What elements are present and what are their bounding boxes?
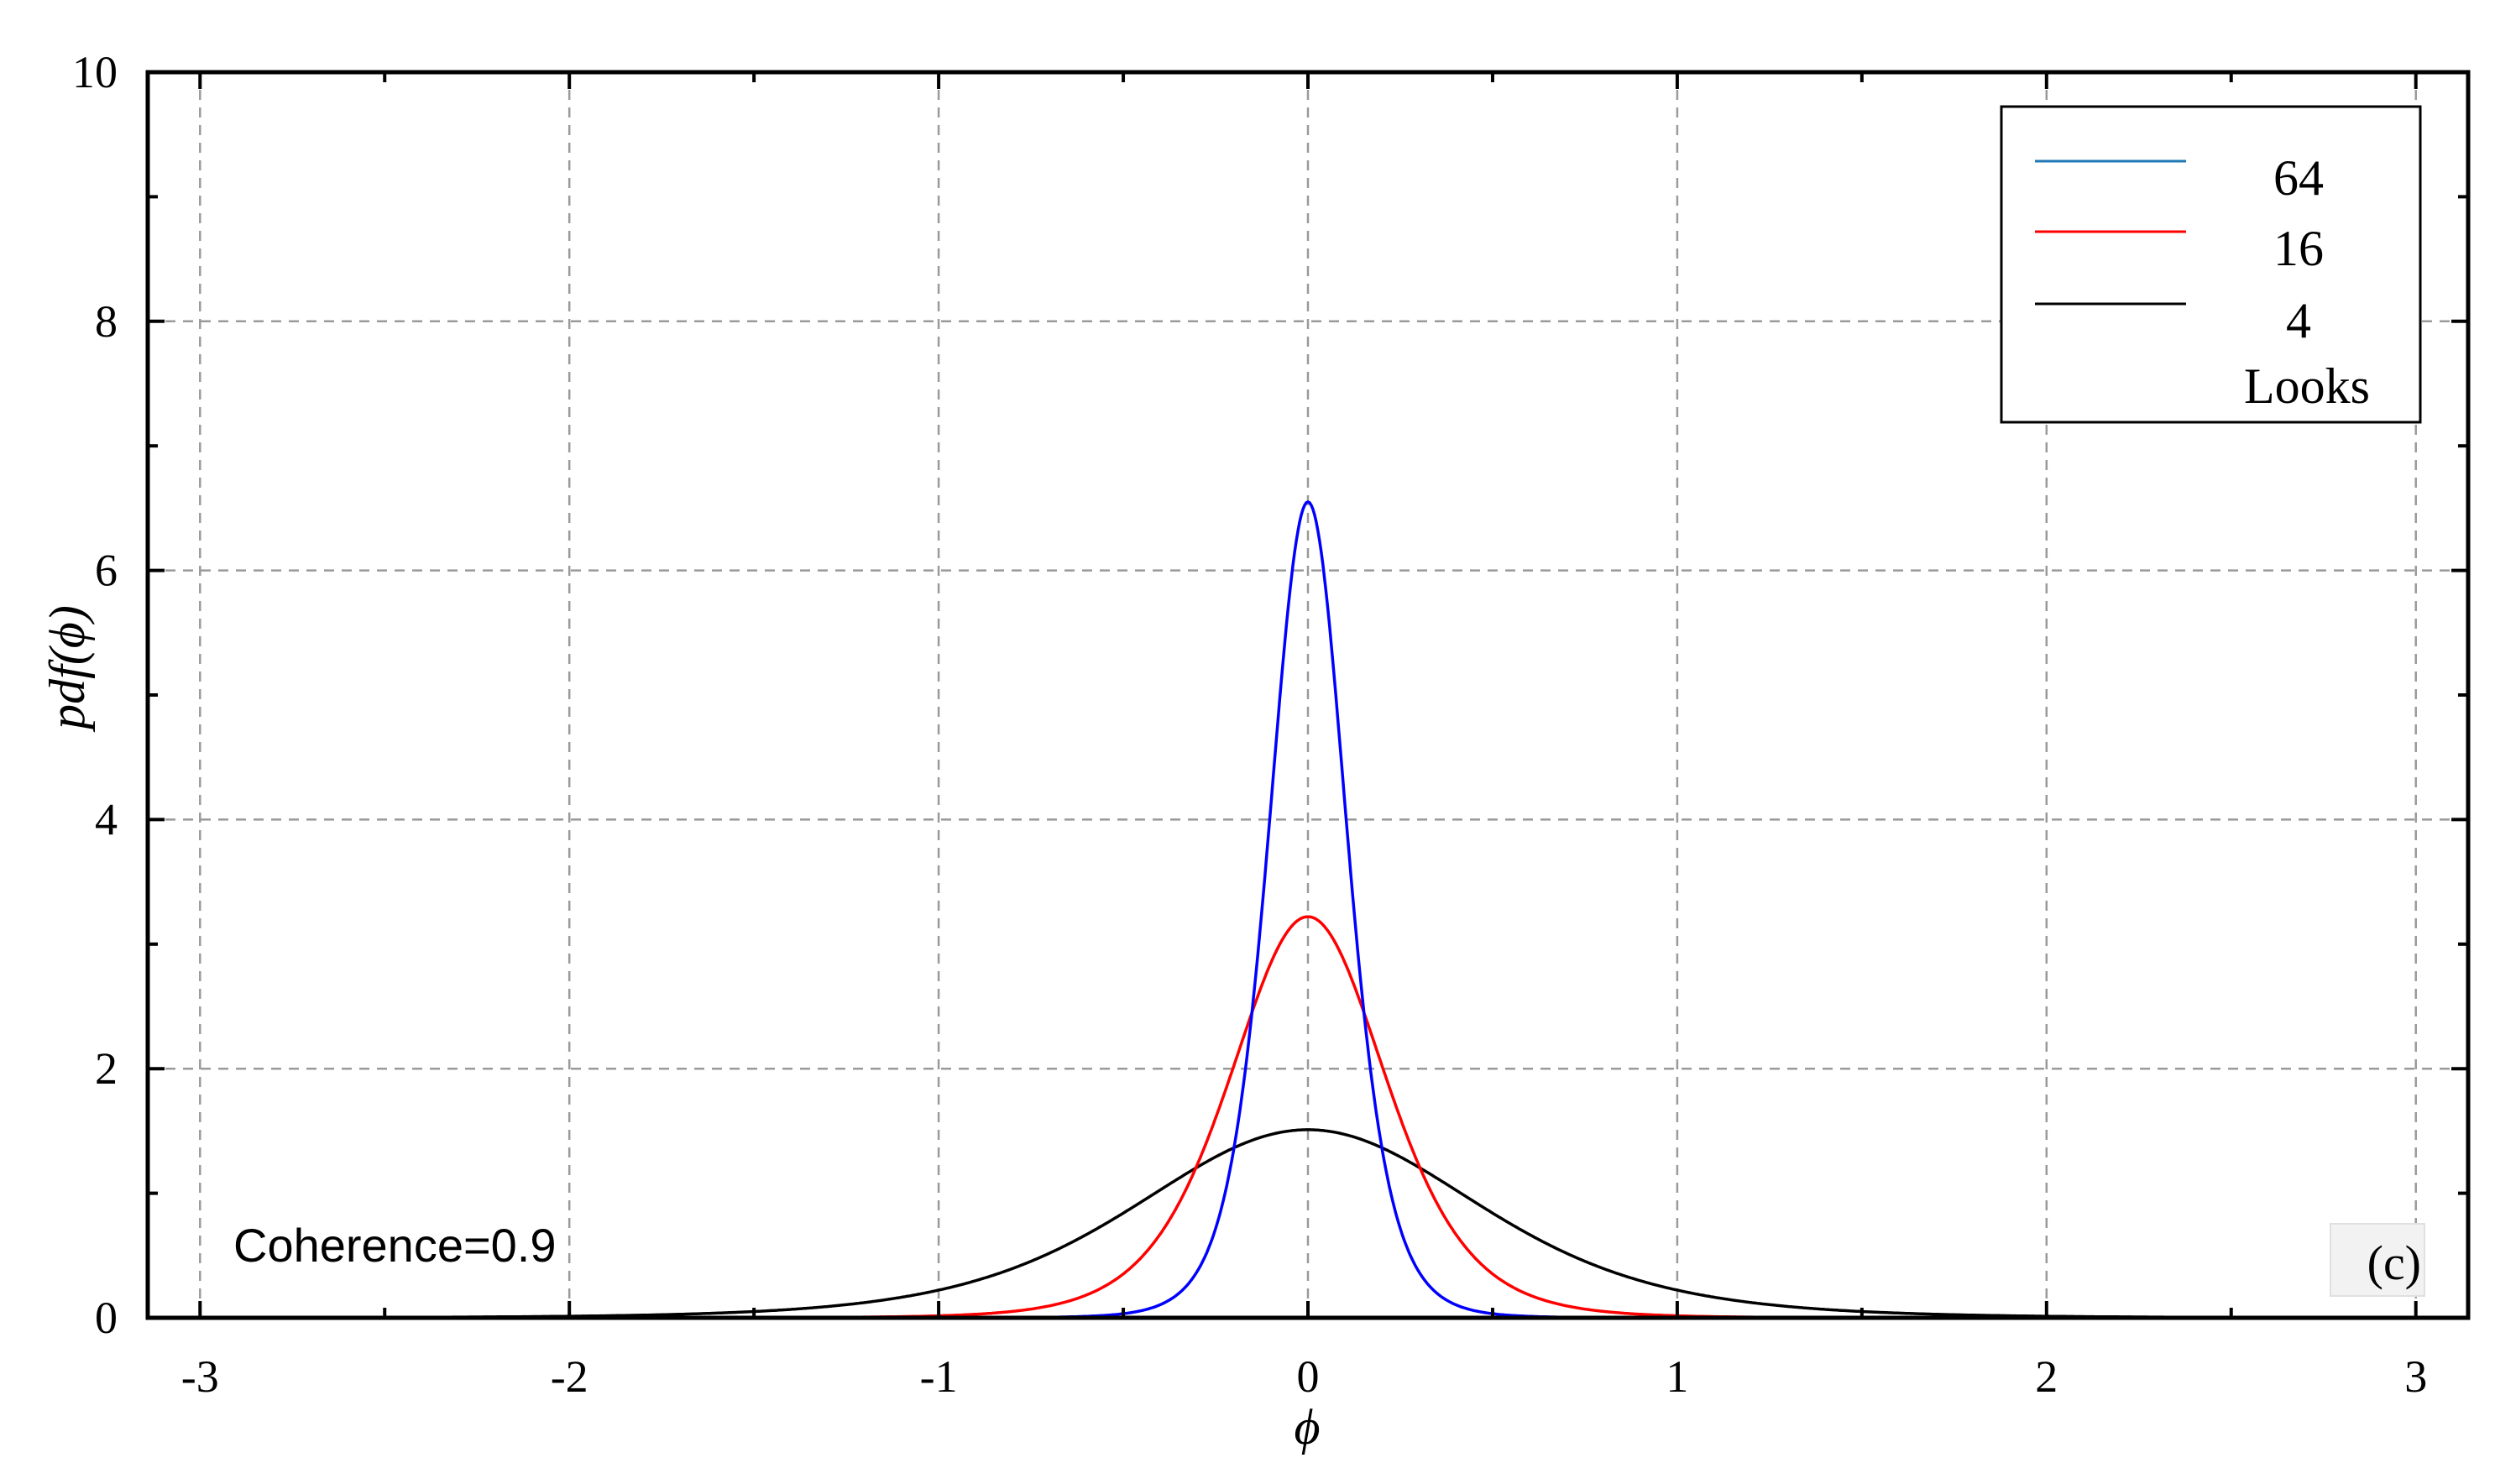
- legend-label-4: 4: [2286, 293, 2311, 348]
- x-tick-label: 0: [1297, 1351, 1320, 1402]
- coherence-annotation: Coherence=0.9: [233, 1219, 557, 1272]
- legend-title: Looks: [2244, 358, 2370, 414]
- x-tick-label: 2: [2035, 1351, 2058, 1402]
- tick-labels: -3 -2 -1 0 1 2 3 0 2 4 6 8 10: [72, 47, 2427, 1402]
- x-tick-label: 1: [1666, 1351, 1688, 1402]
- legend: 64 16 4 Looks: [2000, 105, 2422, 424]
- y-tick-label: 2: [95, 1043, 118, 1094]
- y-tick-label: 8: [95, 296, 118, 347]
- y-tick-label: 0: [95, 1293, 118, 1343]
- legend-label-64: 64: [2273, 150, 2324, 206]
- grid-lines: [148, 71, 2468, 1318]
- x-tick-label: -2: [551, 1351, 588, 1402]
- x-tick-label: -3: [181, 1351, 219, 1402]
- x-tick-label: -1: [920, 1351, 958, 1402]
- panel-label: (c): [2367, 1236, 2421, 1290]
- axis-ticks: [148, 71, 2468, 1319]
- legend-box: [2000, 105, 2422, 424]
- y-tick-label: 4: [95, 794, 118, 844]
- y-tick-label: 10: [72, 47, 118, 97]
- x-axis-title: ϕ: [1294, 1399, 1320, 1455]
- legend-label-16: 16: [2273, 221, 2324, 276]
- legend-entries: 64 16 4: [2035, 150, 2324, 348]
- x-tick-label: 3: [2404, 1351, 2427, 1402]
- y-tick-label: 6: [95, 546, 118, 596]
- panel-label-box: (c): [2330, 1223, 2425, 1297]
- y-axis-title: pdf(ϕ): [39, 605, 95, 733]
